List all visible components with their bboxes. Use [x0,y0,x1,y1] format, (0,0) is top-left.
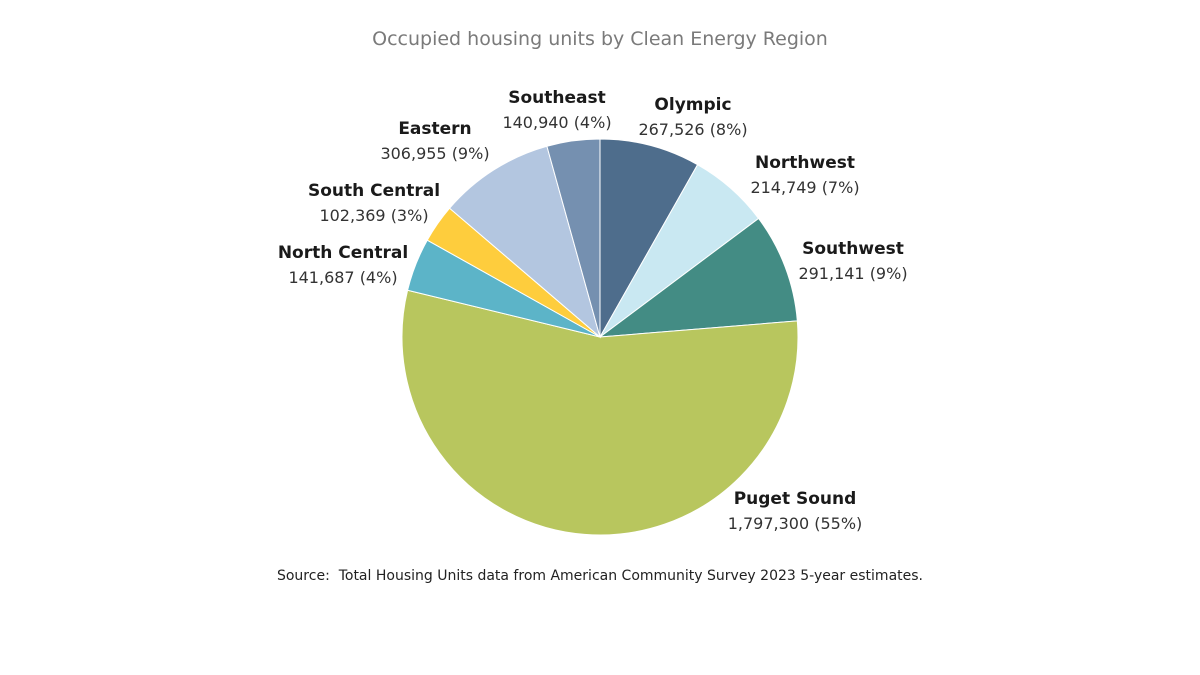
chart-title: Occupied housing units by Clean Energy R… [372,28,828,50]
slice-value-southeast: 140,940 (4%) [502,113,611,132]
pie-slice-eastern[interactable] [448,145,601,339]
slice-value-northwest: 214,749 (7%) [750,178,859,197]
source-label: Source: [276,568,330,584]
slice-label-southeast: Southeast [508,88,606,108]
slice-value-southwest: 291,141 (9%) [798,264,907,283]
pie-slice-olympic[interactable] [599,138,699,339]
slice-label-southwest: Southwest [802,239,904,259]
slice-label-eastern: Eastern [398,119,471,139]
slice-value-olympic: 267,526 (8%) [638,120,747,139]
pie-labels: Olympic 267,526 (8%) Northwest 214,749 (7%)… [278,88,908,533]
slice-label-puget-sound: Puget Sound [734,489,857,509]
slice-label-north-central: North Central [278,243,408,263]
pie-chart: Olympic 267,526 (8%) Northwest 214,749 (7%)… [278,88,908,536]
slice-value-north-central: 141,687 (4%) [288,268,397,287]
pie-slices [401,138,799,536]
slice-value-eastern: 306,955 (9%) [380,144,489,163]
slice-label-northwest: Northwest [755,153,855,173]
source-text: Total Housing Units data from American C… [338,568,923,584]
pie-slice-southwest[interactable] [598,217,798,338]
slice-label-south-central: South Central [308,181,440,201]
pie-slice-puget-sound[interactable] [401,289,799,536]
slice-label-olympic: Olympic [654,95,731,115]
pie-slice-southeast[interactable] [546,138,601,338]
slice-value-puget-sound: 1,797,300 (55%) [728,514,863,533]
slice-value-south-central: 102,369 (3%) [319,206,428,225]
source-note: Source: Total Housing Units data from Am… [0,568,1200,584]
